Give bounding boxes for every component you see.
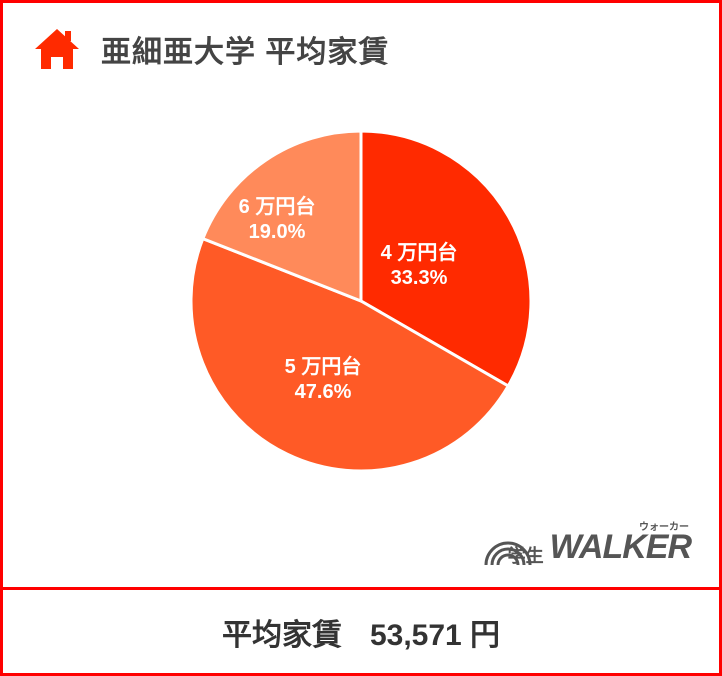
- logo-gakusei: 学生: [508, 542, 544, 568]
- header: 亜細亜大学 平均家賃: [31, 23, 691, 75]
- frame: 亜細亜大学 平均家賃 4 万円台33.3% 5 万円台47.6% 6 万円台19.0…: [0, 0, 722, 676]
- logo-walker-text: WALKER: [550, 528, 691, 566]
- slice-label-text: 5 万円台: [285, 356, 362, 378]
- slice-label-pct: 47.6%: [285, 380, 362, 405]
- slice-label-pct: 19.0%: [239, 220, 316, 245]
- page-title: 亜細亜大学 平均家賃: [101, 27, 389, 71]
- house-icon: [31, 23, 83, 75]
- logo-walker: WALKER ウォーカー: [550, 528, 691, 567]
- slice-label: 4 万円台33.3%: [381, 241, 458, 291]
- slice-label: 6 万円台19.0%: [239, 195, 316, 245]
- footer: 平均家賃 53,571 円: [3, 587, 719, 673]
- footer-value: 53,571 円: [370, 610, 500, 654]
- footer-label: 平均家賃: [222, 610, 342, 654]
- pie-svg: [191, 131, 531, 471]
- slice-label-text: 6 万円台: [239, 196, 316, 218]
- slice-label-pct: 33.3%: [381, 266, 458, 291]
- pie-chart: 4 万円台33.3% 5 万円台47.6% 6 万円台19.0%: [191, 131, 531, 471]
- main-area: 亜細亜大学 平均家賃 4 万円台33.3% 5 万円台47.6% 6 万円台19.0…: [3, 3, 719, 587]
- logo-ruby: ウォーカー: [639, 518, 689, 533]
- brand-logo: 学生 WALKER ウォーカー: [480, 525, 691, 569]
- slice-label-text: 4 万円台: [381, 242, 458, 264]
- slice-label: 5 万円台47.6%: [285, 355, 362, 405]
